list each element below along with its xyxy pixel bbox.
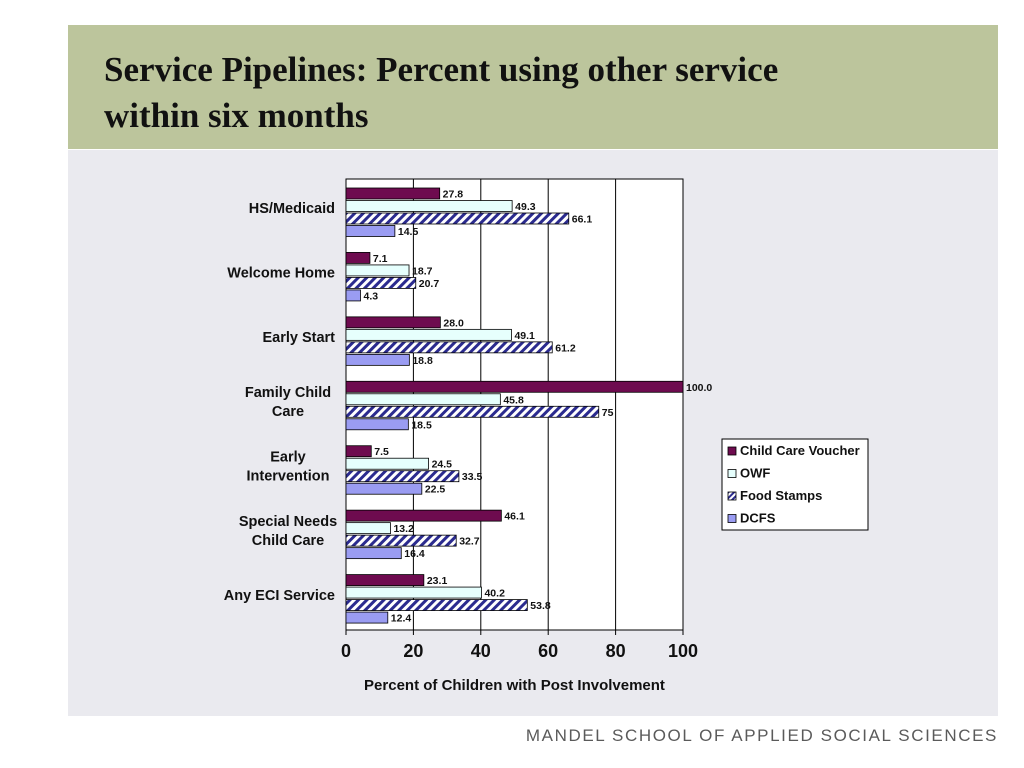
value-label-early-start-food-stamps: 61.2 (555, 342, 576, 354)
x-tick-label-20: 20 (403, 641, 423, 661)
bar-special-needs-child-care-food-stamps (345, 534, 457, 547)
bar-special-needs-child-care-owf (345, 522, 391, 535)
bar-welcome-home-owf (345, 264, 410, 277)
value-label-welcome-home-food-stamps: 20.7 (419, 278, 440, 290)
slide-title-line-1: Service Pipelines: Percent using other s… (104, 50, 779, 89)
category-label-special-needs-child-care-line-2: Child Care (252, 533, 325, 549)
category-label-special-needs-child-care-line-1: Special Needs (239, 514, 337, 530)
value-label-any-eci-service-child-care-voucher: 23.1 (427, 575, 448, 587)
value-label-welcome-home-dcfs: 4.3 (363, 290, 378, 302)
title-band: Service Pipelines: Percent using other s… (68, 25, 998, 149)
bar-any-eci-service-dcfs (345, 611, 389, 624)
bar-family-child-care-owf (345, 393, 501, 406)
value-label-family-child-care-child-care-voucher: 100.0 (686, 382, 712, 394)
bar-welcome-home-dcfs (345, 289, 361, 302)
category-label-early-start: Early Start (262, 330, 335, 346)
x-tick-label-0: 0 (341, 641, 351, 661)
slide-title-line-2: within six months (104, 96, 369, 135)
category-label-early-intervention-line-2: Intervention (247, 468, 330, 484)
value-label-hs-medicaid-dcfs: 14.5 (398, 226, 419, 238)
x-tick-label-100: 100 (668, 641, 698, 661)
value-label-special-needs-child-care-dcfs: 16.4 (404, 548, 425, 560)
value-label-special-needs-child-care-child-care-voucher: 46.1 (504, 511, 525, 523)
legend-swatch-owf (727, 469, 737, 478)
footer-brand: MANDEL SCHOOL OF APPLIED SOCIAL SCIENCES (525, 726, 998, 745)
value-label-special-needs-child-care-food-stamps: 32.7 (459, 536, 480, 548)
legend-label-child-care-voucher: Child Care Voucher (740, 443, 860, 458)
bar-hs-medicaid-child-care-voucher (345, 187, 441, 200)
x-tick-label-80: 80 (606, 641, 626, 661)
value-label-early-start-child-care-voucher: 28.0 (443, 317, 464, 329)
value-label-early-intervention-owf: 24.5 (432, 459, 453, 471)
value-label-any-eci-service-food-stamps: 53.8 (530, 600, 551, 612)
category-label-family-child-care-line-1: Family Child (245, 385, 331, 401)
value-label-early-intervention-dcfs: 22.5 (425, 484, 446, 496)
bar-early-intervention-owf (345, 457, 429, 470)
category-label-hs-medicaid: HS/Medicaid (249, 201, 335, 217)
bar-welcome-home-child-care-voucher (345, 252, 371, 264)
content-panel: 0 20 40 60 80 100 Percent of Children with Pos… (68, 150, 998, 716)
value-label-early-intervention-food-stamps: 33.5 (462, 471, 483, 483)
legend-swatch-dcfs (727, 514, 737, 523)
legend-label-owf: OWF (740, 466, 770, 481)
value-label-family-child-care-owf: 45.8 (503, 394, 524, 406)
legend-swatch-food-stamps (727, 491, 737, 501)
legend-box (721, 438, 869, 531)
category-label-early-intervention-line-1: Early (270, 449, 305, 465)
value-label-hs-medicaid-owf: 49.3 (515, 201, 536, 213)
category-label-family-child-care-line-2: Care (272, 404, 304, 420)
bar-family-child-care-food-stamps (345, 405, 600, 418)
bar-special-needs-child-care-dcfs (345, 547, 402, 560)
bar-family-child-care-child-care-voucher (345, 380, 684, 393)
value-label-welcome-home-owf: 18.7 (412, 265, 433, 277)
x-tick-label-40: 40 (471, 641, 491, 661)
legend-label-food-stamps: Food Stamps (740, 488, 822, 503)
bar-any-eci-service-child-care-voucher (345, 574, 425, 586)
value-label-early-start-dcfs: 18.8 (412, 355, 433, 367)
x-axis-title: Percent of Children with Post Involvemen… (364, 677, 665, 694)
bar-family-child-care-dcfs (345, 418, 409, 431)
bar-hs-medicaid-owf (345, 200, 513, 212)
slide-title: Service Pipelines: Percent using other s… (104, 47, 964, 139)
value-label-welcome-home-child-care-voucher: 7.1 (373, 253, 388, 265)
bar-any-eci-service-owf (345, 586, 482, 599)
category-label-any-eci-service: Any ECI Service (224, 588, 335, 604)
bar-early-start-food-stamps (345, 341, 553, 354)
value-label-early-intervention-child-care-voucher: 7.5 (374, 446, 389, 458)
value-label-any-eci-service-owf: 40.2 (484, 588, 505, 600)
legend-swatch-child-care-voucher (727, 446, 737, 456)
bar-early-start-child-care-voucher (345, 316, 441, 329)
bar-early-start-owf (345, 328, 512, 341)
x-tick-label-60: 60 (538, 641, 558, 661)
bar-early-intervention-food-stamps (345, 470, 460, 483)
bar-welcome-home-food-stamps (345, 277, 417, 289)
value-label-family-child-care-food-stamps: 75 (602, 407, 614, 419)
category-label-welcome-home: Welcome Home (227, 266, 335, 282)
value-label-any-eci-service-dcfs: 12.4 (391, 613, 412, 625)
bar-hs-medicaid-food-stamps (345, 212, 570, 225)
bar-any-eci-service-food-stamps (345, 599, 528, 611)
value-label-hs-medicaid-food-stamps: 66.1 (572, 214, 593, 226)
value-label-family-child-care-dcfs: 18.5 (411, 419, 432, 431)
bar-hs-medicaid-dcfs (345, 225, 396, 237)
value-label-early-start-owf: 49.1 (514, 330, 535, 342)
value-label-hs-medicaid-child-care-voucher: 27.8 (443, 189, 464, 201)
bar-early-intervention-dcfs (345, 482, 423, 495)
value-label-special-needs-child-care-owf: 13.2 (393, 523, 414, 535)
legend-label-dcfs: DCFS (740, 511, 776, 526)
bar-early-start-dcfs (345, 353, 410, 366)
bar-special-needs-child-care-child-care-voucher (345, 509, 502, 522)
bar-early-intervention-child-care-voucher (345, 445, 372, 458)
